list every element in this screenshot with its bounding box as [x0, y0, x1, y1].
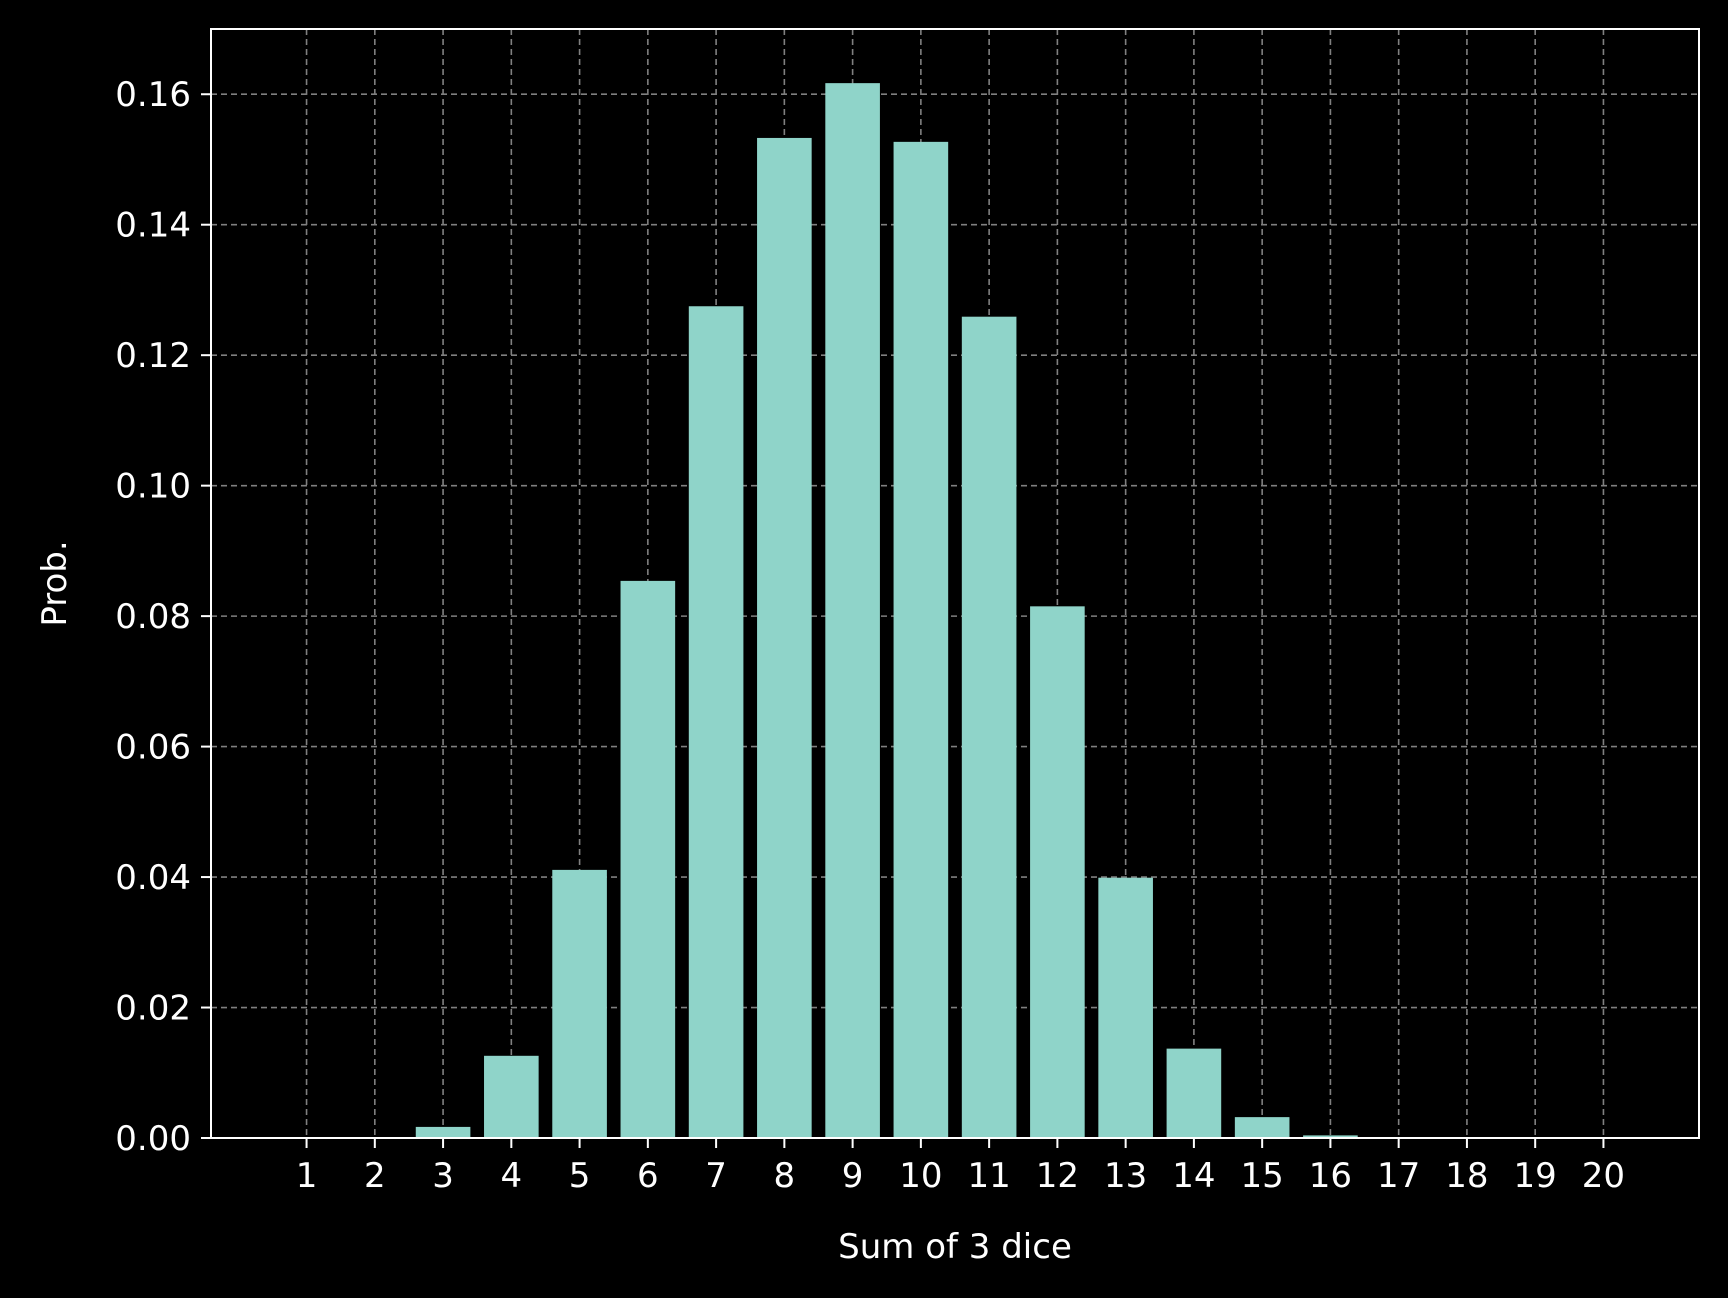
x-tick-label: 6: [637, 1156, 659, 1196]
x-tick-label: 12: [1036, 1156, 1079, 1196]
bar-5: [552, 869, 607, 1138]
bar-7: [688, 306, 744, 1138]
x-tick-label: 7: [705, 1156, 727, 1196]
bar-12: [1030, 606, 1085, 1138]
x-tick-label: 1: [296, 1156, 318, 1196]
x-tick-label: 19: [1514, 1156, 1557, 1196]
x-tick-label: 8: [774, 1156, 796, 1196]
y-tick-label: 0.08: [115, 597, 191, 637]
y-tick-label: 0.00: [115, 1119, 191, 1159]
bars: [415, 83, 1358, 1139]
bar-15: [1234, 1117, 1290, 1138]
x-tick-label: 5: [569, 1156, 591, 1196]
y-axis-label: Prob.: [35, 540, 75, 626]
bar-8: [757, 137, 812, 1139]
bar-10: [893, 141, 949, 1138]
x-axis-label: Sum of 3 dice: [838, 1227, 1072, 1267]
bar-14: [1166, 1048, 1222, 1138]
bar-9: [825, 83, 880, 1139]
bar-4: [484, 1055, 539, 1138]
x-tick-label: 15: [1241, 1156, 1284, 1196]
x-tick-label: 4: [501, 1156, 523, 1196]
x-tick-label: 9: [842, 1156, 864, 1196]
y-tick-label: 0.12: [115, 336, 191, 376]
y-tick-label: 0.14: [115, 206, 191, 246]
x-tick-label: 13: [1104, 1156, 1147, 1196]
x-tick-label: 18: [1445, 1156, 1488, 1196]
x-tick-label: 2: [364, 1156, 386, 1196]
axes-frame: [210, 28, 1700, 1139]
y-tick-label: 0.04: [115, 858, 191, 898]
x-tick-label: 20: [1582, 1156, 1625, 1196]
y-tick-label: 0.16: [115, 75, 191, 115]
bar-11: [961, 316, 1017, 1139]
y-tick-label: 0.02: [115, 989, 191, 1029]
x-tick-label: 16: [1309, 1156, 1352, 1196]
bar-3: [415, 1126, 471, 1138]
bar-13: [1098, 877, 1153, 1138]
x-tick-label: 10: [899, 1156, 942, 1196]
ticks: 1 2 3 4 5 6 7 8 9 10 11 12 13 14 15 16 17 18 19 200.000.020…: [115, 75, 1625, 1196]
x-tick-label: 3: [432, 1156, 454, 1196]
x-tick-label: 14: [1172, 1156, 1215, 1196]
bar-6: [620, 580, 676, 1138]
bar-16: [1303, 1135, 1358, 1138]
y-tick-label: 0.06: [115, 728, 191, 768]
x-tick-label: 17: [1377, 1156, 1420, 1196]
y-tick-label: 0.10: [115, 467, 191, 507]
x-tick-label: 11: [967, 1156, 1010, 1196]
